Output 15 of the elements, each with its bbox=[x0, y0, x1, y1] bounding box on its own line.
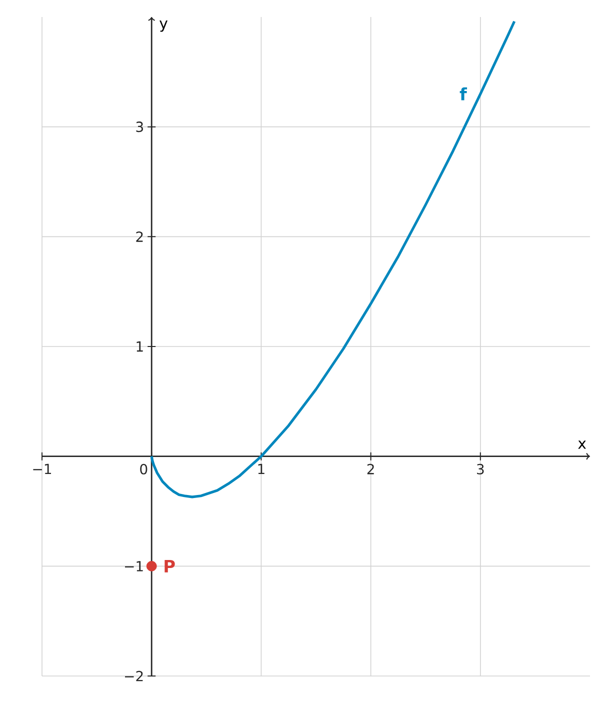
x-tick-label: 0 bbox=[140, 464, 148, 474]
y-tick-label: 2 bbox=[136, 231, 143, 242]
x-tick-label: 3 bbox=[477, 464, 484, 474]
x-tick-label: 2 bbox=[367, 464, 374, 474]
y-tick-label: 1 bbox=[136, 341, 143, 352]
y-tick-label: −1 bbox=[125, 561, 143, 572]
line-series bbox=[150, 20, 516, 498]
y-tick-label: −2 bbox=[125, 670, 143, 682]
series-label: P bbox=[164, 560, 175, 572]
x-axis-title: x bbox=[578, 440, 586, 449]
x-tick-label: 1 bbox=[258, 464, 264, 474]
series-label: f bbox=[460, 87, 468, 100]
y-axis-title: y bbox=[160, 20, 168, 32]
x-tick-label: −1 bbox=[33, 464, 52, 474]
y-tick-label: 3 bbox=[136, 122, 143, 132]
